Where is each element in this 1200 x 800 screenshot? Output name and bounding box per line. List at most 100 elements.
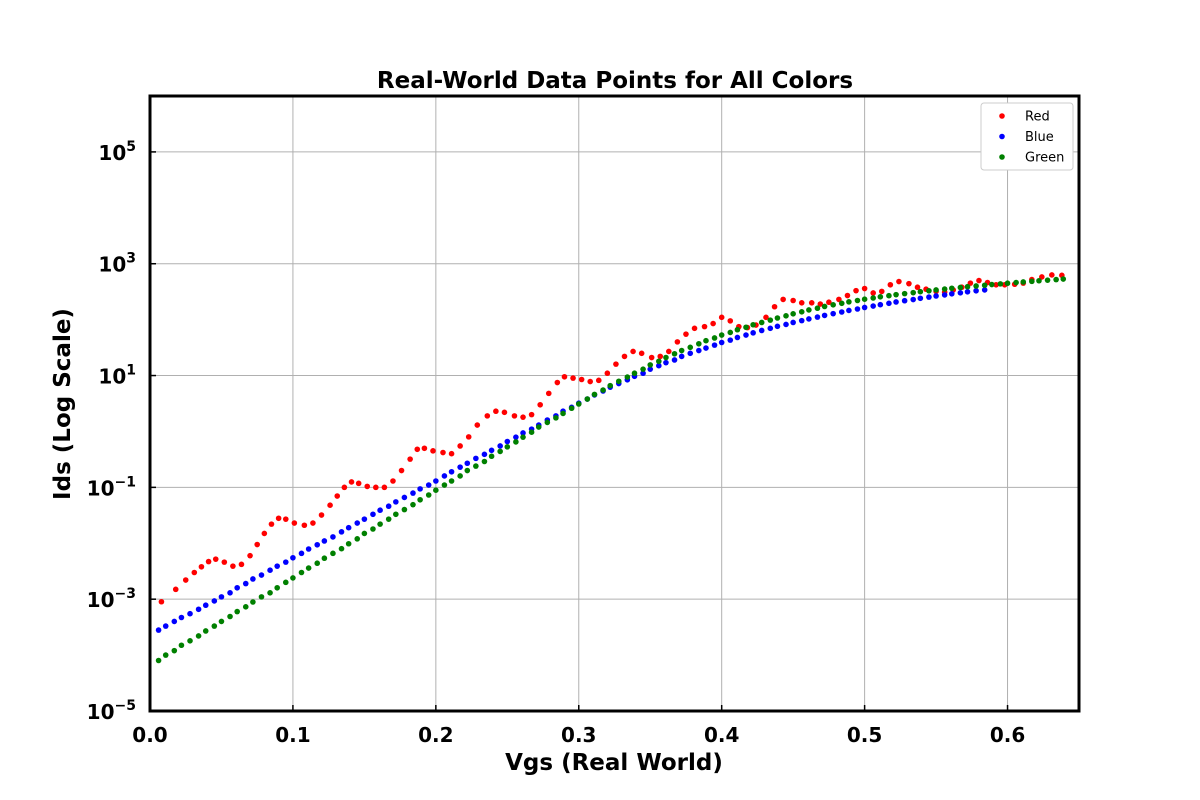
- data-point: [364, 483, 371, 490]
- data-point: [910, 296, 917, 303]
- data-point: [282, 559, 289, 565]
- series-red: [158, 272, 1065, 605]
- data-point: [727, 329, 734, 336]
- series-green: [155, 276, 1067, 664]
- data-point: [473, 463, 479, 469]
- data-point: [250, 599, 256, 605]
- data-point: [734, 326, 741, 333]
- data-point: [465, 434, 472, 440]
- data-point: [535, 424, 542, 430]
- data-point: [981, 287, 988, 293]
- data-point: [282, 516, 289, 522]
- data-point: [941, 286, 948, 292]
- data-point: [783, 313, 789, 319]
- grid-lines: [149, 96, 1079, 712]
- legend-box: [980, 102, 1074, 171]
- data-point: [425, 482, 432, 488]
- y-tick-label: 10−5: [87, 698, 136, 724]
- data-point: [568, 405, 575, 412]
- data-point: [417, 486, 423, 492]
- data-point: [440, 449, 446, 456]
- data-point: [238, 561, 245, 568]
- data-point: [750, 330, 756, 336]
- data-point: [896, 278, 902, 285]
- data-point: [330, 550, 336, 557]
- data-point: [314, 560, 321, 567]
- data-point: [853, 287, 859, 294]
- data-point: [696, 347, 702, 354]
- data-point: [481, 451, 488, 458]
- data-point: [964, 288, 971, 295]
- data-point: [656, 362, 662, 369]
- data-point: [1013, 279, 1019, 286]
- data-point: [648, 354, 655, 361]
- data-point: [493, 408, 499, 415]
- series-blue: [155, 287, 988, 633]
- data-point: [377, 521, 383, 527]
- data-point: [914, 284, 921, 291]
- data-point: [630, 348, 636, 355]
- chart-title: Real-World Data Points for All Colors: [377, 68, 853, 94]
- data-point: [234, 608, 240, 615]
- data-point: [348, 479, 355, 485]
- data-point: [202, 602, 209, 609]
- data-point: [341, 484, 348, 491]
- data-point: [553, 415, 559, 421]
- data-point: [290, 554, 296, 561]
- data-point: [893, 299, 899, 305]
- data-point: [703, 337, 709, 344]
- data-point: [774, 323, 781, 330]
- y-tick-label: 10−3: [87, 586, 136, 612]
- data-point: [886, 292, 892, 299]
- data-point: [537, 401, 543, 408]
- data-point: [481, 458, 488, 465]
- data-point: [774, 315, 781, 321]
- data-point: [305, 565, 312, 571]
- data-point: [973, 283, 979, 289]
- data-point: [727, 318, 734, 324]
- data-point: [330, 534, 336, 540]
- data-point: [758, 319, 765, 326]
- data-point: [250, 576, 256, 582]
- data-point: [261, 530, 268, 537]
- data-point: [554, 379, 561, 386]
- legend-label: Red: [1025, 110, 1050, 125]
- data-point: [750, 321, 756, 328]
- data-point: [844, 292, 851, 299]
- data-point: [291, 520, 298, 526]
- data-point: [861, 304, 868, 311]
- data-point: [607, 382, 614, 389]
- data-point: [267, 590, 273, 596]
- data-point: [1044, 277, 1051, 283]
- data-point: [691, 325, 698, 332]
- data-point: [821, 312, 828, 319]
- x-tick-label: 0.1: [275, 723, 310, 747]
- data-point: [615, 378, 622, 385]
- data-point: [202, 628, 209, 634]
- data-point: [274, 584, 281, 591]
- data-point: [926, 287, 932, 294]
- data-point: [854, 306, 861, 312]
- data-point: [390, 478, 396, 484]
- data-point: [247, 552, 253, 559]
- data-point: [310, 520, 316, 526]
- data-point: [191, 569, 198, 576]
- data-point: [941, 292, 948, 298]
- data-point: [734, 334, 741, 341]
- data-point: [370, 511, 376, 518]
- y-tick-label: 103: [98, 251, 136, 277]
- data-point: [683, 331, 689, 337]
- data-point: [361, 530, 368, 537]
- data-point: [701, 323, 708, 330]
- data-point: [162, 623, 169, 629]
- data-point: [964, 283, 971, 290]
- data-point: [870, 295, 876, 301]
- legend-marker: [999, 113, 1005, 119]
- data-point: [780, 296, 786, 303]
- data-point: [846, 307, 852, 314]
- data-point: [647, 366, 654, 372]
- data-point: [993, 281, 999, 288]
- data-point: [501, 409, 508, 416]
- data-point: [663, 359, 669, 366]
- legend-marker: [999, 133, 1005, 140]
